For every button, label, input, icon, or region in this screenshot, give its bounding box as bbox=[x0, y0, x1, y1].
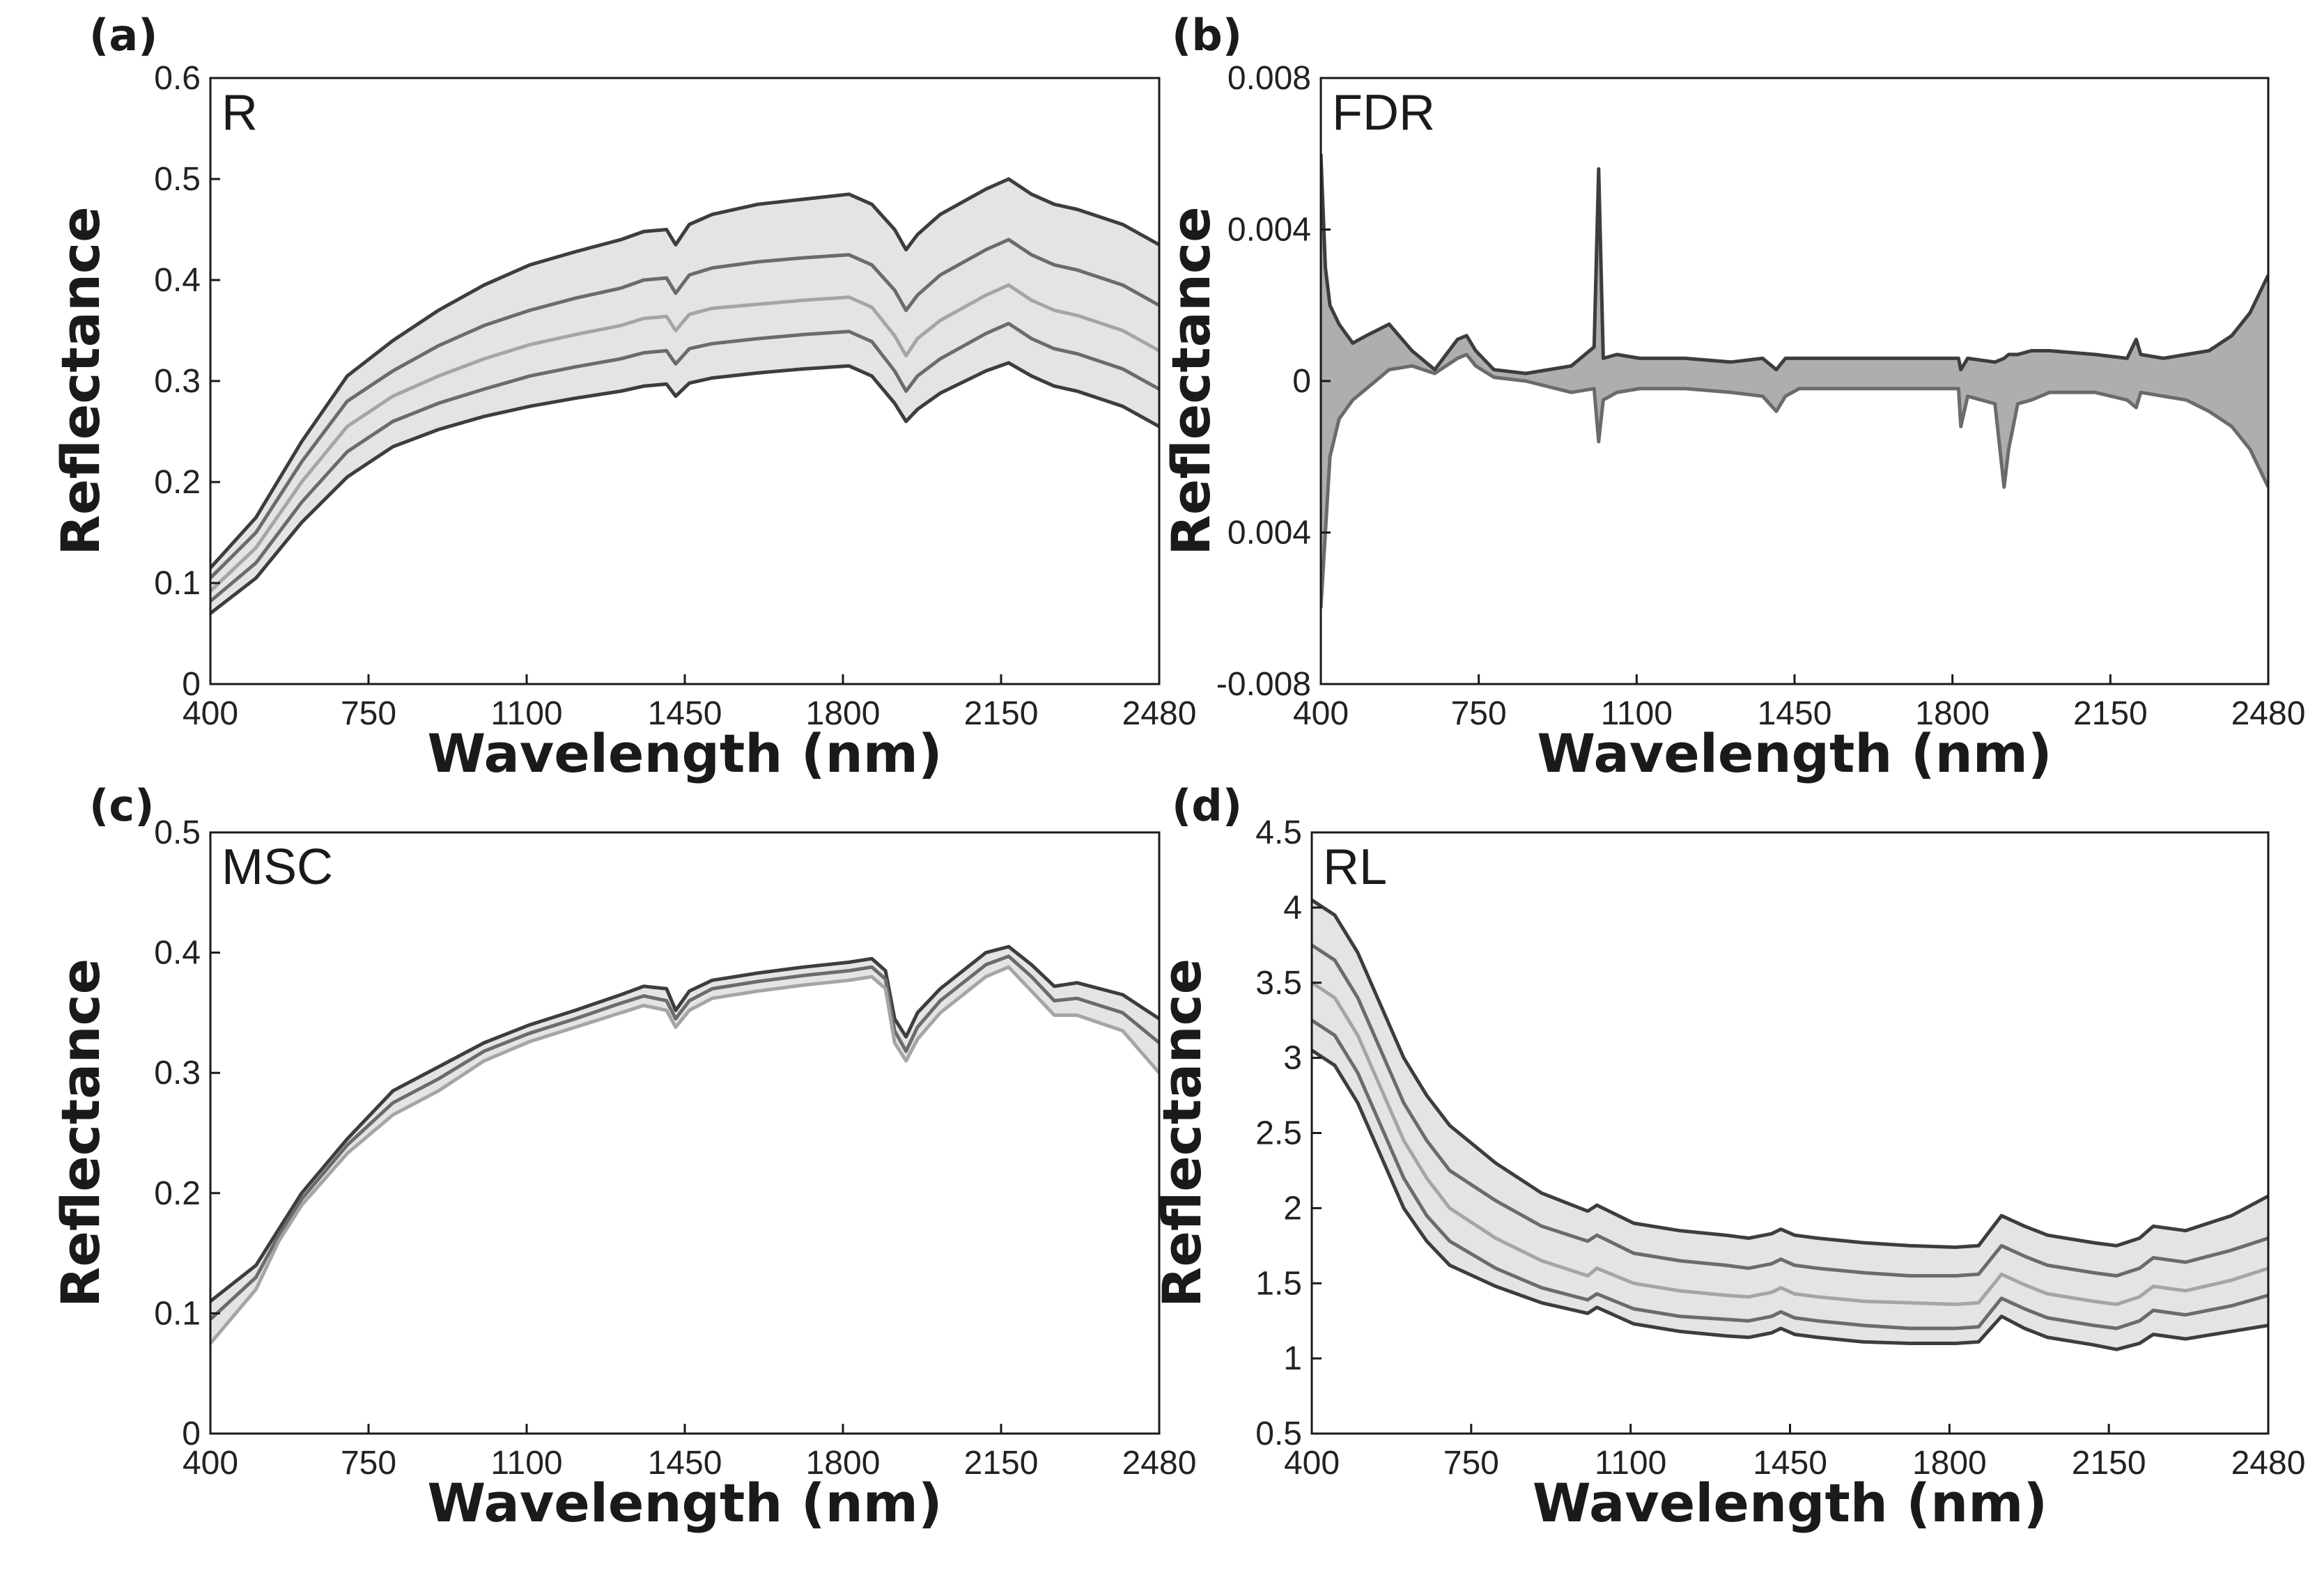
series-line bbox=[1312, 943, 2268, 1278]
y-tick-label: 0.4 bbox=[154, 935, 201, 972]
x-axis-title: Wavelength (nm) bbox=[427, 722, 942, 784]
x-tick-label: 1450 bbox=[648, 695, 722, 732]
x-tick-label: 2150 bbox=[964, 1445, 1039, 1482]
x-tick-label: 2480 bbox=[2231, 695, 2306, 732]
series-group bbox=[1312, 899, 2268, 1351]
y-tick-label: 2.5 bbox=[1255, 1115, 1302, 1152]
panel-label: (c) bbox=[89, 780, 154, 831]
x-tick-label: 1100 bbox=[490, 695, 562, 732]
y-tick-label: 0.004 bbox=[1227, 515, 1311, 552]
y-tick-label: 0.2 bbox=[154, 464, 201, 501]
y-tick-label: 4.5 bbox=[1255, 814, 1302, 851]
series-line bbox=[1312, 1048, 2268, 1351]
series-line bbox=[210, 965, 1159, 1345]
x-axis-title: Wavelength (nm) bbox=[1537, 722, 2052, 784]
x-tick-label: 2150 bbox=[2073, 695, 2148, 732]
series-line bbox=[210, 177, 1159, 569]
y-tick-label: 0 bbox=[1292, 363, 1311, 400]
panel-tag: RL bbox=[1323, 839, 1387, 895]
x-tick-label: 1450 bbox=[648, 1445, 722, 1482]
x-tick-label: 1800 bbox=[1915, 695, 1990, 732]
series-line bbox=[1312, 1018, 2268, 1330]
x-tick-label: 400 bbox=[183, 695, 238, 732]
y-tick-label: 0.004 bbox=[1227, 212, 1311, 249]
x-tick-label: 1450 bbox=[1753, 1445, 1827, 1482]
series-band bbox=[1321, 153, 2268, 609]
series-band bbox=[210, 179, 1159, 614]
panel-2: 400 750 1100 1450 1800 2150 2480 -0.008 0.004 0 0.… bbox=[1160, 10, 2305, 784]
y-tick-label: 0 bbox=[182, 1415, 201, 1452]
series-line bbox=[210, 954, 1159, 1321]
series-band bbox=[1312, 900, 2268, 1350]
x-tick-label: 2150 bbox=[2072, 1445, 2146, 1482]
x-tick-label: 750 bbox=[341, 695, 396, 732]
series-line bbox=[210, 238, 1159, 580]
y-tick-label: 0.6 bbox=[154, 60, 201, 97]
panel-tag: FDR bbox=[1332, 85, 1435, 141]
x-tick-label: 1100 bbox=[1595, 1445, 1666, 1482]
x-tick-label: 750 bbox=[1451, 695, 1507, 732]
panel-4: 400 750 1100 1450 1800 2150 2480 0.5 1 1.5 2 2.5 3 3.… bbox=[1151, 780, 2305, 1534]
x-tick-label: 400 bbox=[1284, 1445, 1340, 1482]
panel-label: (d) bbox=[1172, 780, 1242, 831]
x-axis-title: Wavelength (nm) bbox=[427, 1472, 942, 1534]
panel-label: (b) bbox=[1172, 10, 1242, 61]
y-tick-label: 0.5 bbox=[154, 161, 201, 198]
panel-tag: R bbox=[222, 85, 258, 141]
series-group bbox=[1321, 153, 2268, 609]
series-line bbox=[210, 361, 1159, 615]
x-tick-label: 750 bbox=[341, 1445, 396, 1482]
x-tick-label: 750 bbox=[1443, 1445, 1499, 1482]
y-tick-label: 3 bbox=[1283, 1040, 1302, 1077]
x-tick-label: 2150 bbox=[964, 695, 1039, 732]
x-tick-label: 2480 bbox=[1122, 695, 1197, 732]
y-tick-label: 0.5 bbox=[154, 814, 201, 851]
y-tick-label: 3.5 bbox=[1255, 965, 1302, 1002]
y-tick-label: 0.4 bbox=[154, 262, 201, 299]
y-tick-label: 2 bbox=[1283, 1190, 1302, 1227]
y-tick-label: 0.1 bbox=[154, 565, 201, 602]
x-tick-label: 1800 bbox=[1912, 1445, 1987, 1482]
y-tick-label: 1.5 bbox=[1255, 1265, 1302, 1302]
x-tick-label: 1100 bbox=[490, 1445, 562, 1482]
y-axis-title: Reflectance bbox=[1160, 206, 1222, 555]
y-tick-label: 0.3 bbox=[154, 363, 201, 400]
panel-label: (a) bbox=[89, 10, 158, 61]
y-tick-label: 4 bbox=[1283, 890, 1302, 926]
series-line bbox=[1321, 153, 2268, 375]
y-tick-label: 0.1 bbox=[154, 1295, 201, 1332]
y-tick-label: 0.008 bbox=[1227, 60, 1311, 97]
x-tick-label: 1800 bbox=[806, 695, 881, 732]
x-axis-title: Wavelength (nm) bbox=[1533, 1472, 2047, 1534]
y-tick-label: 0.2 bbox=[154, 1175, 201, 1212]
y-axis-title: Reflectance bbox=[49, 206, 111, 555]
y-axis-title: Reflectance bbox=[49, 959, 111, 1307]
x-tick-label: 400 bbox=[183, 1445, 238, 1482]
series-group bbox=[210, 177, 1159, 615]
x-tick-label: 1450 bbox=[1758, 695, 1832, 732]
y-tick-label: 1 bbox=[1283, 1340, 1302, 1377]
y-axis-title: Reflectance bbox=[1151, 959, 1213, 1307]
y-tick-label: 0.3 bbox=[154, 1055, 201, 1092]
y-tick-label: -0.008 bbox=[1216, 666, 1311, 703]
y-tick-label: 0 bbox=[182, 666, 201, 703]
panel-1: 400 750 1100 1450 1800 2150 2480 0 0.1 0.2 0.3 0.4 0… bbox=[49, 10, 1196, 784]
x-tick-label: 1800 bbox=[806, 1445, 881, 1482]
x-tick-label: 400 bbox=[1293, 695, 1349, 732]
y-tick-label: 0.5 bbox=[1255, 1415, 1302, 1452]
x-tick-label: 1100 bbox=[1601, 695, 1673, 732]
series-line bbox=[1312, 899, 2268, 1249]
x-tick-label: 2480 bbox=[1122, 1445, 1197, 1482]
x-tick-label: 2480 bbox=[2231, 1445, 2306, 1482]
series-group bbox=[210, 945, 1159, 1345]
panel-tag: MSC bbox=[222, 839, 333, 895]
series-line bbox=[1321, 352, 2268, 609]
series-line bbox=[210, 321, 1159, 603]
series-line bbox=[210, 283, 1159, 593]
panel-3: 400 750 1100 1450 1800 2150 2480 0 0.1 0.2 0.3 0.4 0… bbox=[49, 780, 1196, 1534]
series-line bbox=[210, 945, 1159, 1303]
series-line bbox=[1312, 981, 2268, 1306]
